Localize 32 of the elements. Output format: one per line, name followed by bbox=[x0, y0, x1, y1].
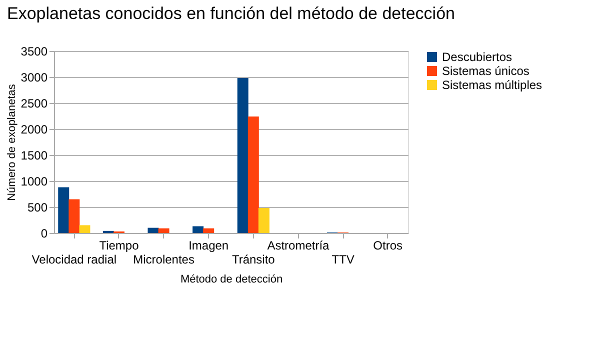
x-tick-label: Otros bbox=[373, 238, 403, 252]
bar bbox=[248, 116, 259, 233]
legend-label: Sistemas únicos bbox=[442, 64, 530, 78]
legend-label: Descubiertos bbox=[442, 50, 512, 64]
bar bbox=[58, 187, 70, 233]
bar bbox=[158, 228, 170, 233]
y-tick-label: 3500 bbox=[20, 44, 48, 58]
bar bbox=[258, 208, 270, 233]
y-tick-label: 1000 bbox=[20, 174, 48, 188]
y-tick-label: 1500 bbox=[20, 148, 48, 162]
bar bbox=[148, 228, 159, 233]
bar bbox=[237, 78, 248, 233]
x-axis-title: Método de detección bbox=[180, 274, 283, 286]
x-tick-label: Velocidad radial bbox=[32, 252, 117, 266]
y-tick-label: 3000 bbox=[20, 70, 48, 84]
y-axis-title: Número de exoplanetas bbox=[6, 84, 18, 201]
bar bbox=[79, 225, 90, 233]
y-tick-label: 0 bbox=[40, 226, 48, 240]
x-tick-label: Microlentes bbox=[133, 252, 194, 266]
bar bbox=[203, 228, 214, 233]
chart-title: Exoplanetas conocidos en función del método de detección bbox=[7, 4, 455, 23]
x-tick-label: Tránsito bbox=[232, 252, 276, 266]
y-tick-label: 2500 bbox=[20, 96, 48, 110]
x-tick-label: Tiempo bbox=[99, 238, 140, 252]
y-tick-label: 500 bbox=[27, 200, 48, 214]
bar bbox=[68, 199, 80, 233]
x-tick-label: TTV bbox=[332, 252, 354, 266]
x-tick-label: Imagen bbox=[188, 238, 229, 252]
y-tick-label: 2000 bbox=[20, 122, 48, 136]
x-tick-label: Astrometría bbox=[267, 238, 330, 252]
bar bbox=[192, 226, 204, 233]
legend-label: Sistemas múltiples bbox=[442, 78, 542, 92]
